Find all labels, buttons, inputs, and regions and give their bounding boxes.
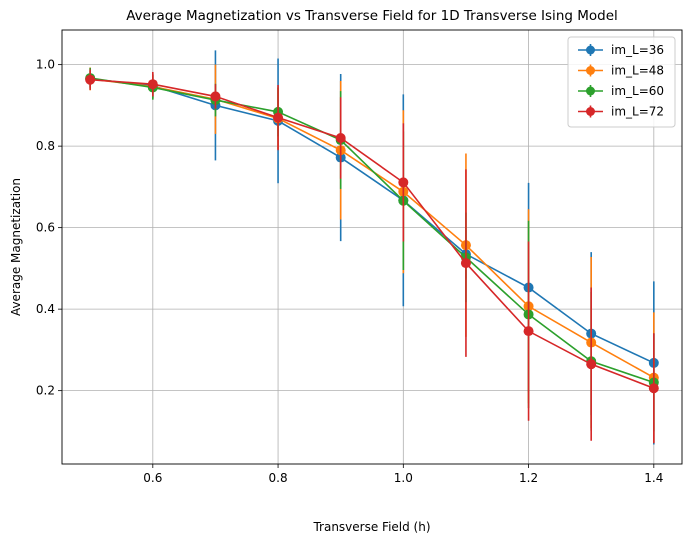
- legend-label: im_L=60: [611, 84, 664, 98]
- series-layer: [85, 50, 659, 445]
- x-tick-label: 1.0: [394, 471, 413, 485]
- data-point: [335, 132, 346, 143]
- legend-label: im_L=48: [611, 64, 664, 78]
- x-tick-label: 1.2: [519, 471, 538, 485]
- data-point: [398, 177, 409, 188]
- legend: im_L=36 im_L=48 im_L=60 im_L=72: [567, 36, 676, 128]
- x-tick-label: 0.6: [143, 471, 162, 485]
- y-tick-label: 0.6: [36, 221, 55, 235]
- data-point: [85, 74, 96, 85]
- ticks: 0.6 0.8 1.0 1.2 1.4 0.2 0.4 0.6 0.8 1.0: [36, 58, 663, 485]
- legend-swatch-marker: [586, 86, 595, 96]
- plot-frame: [61, 29, 683, 465]
- series-line: [90, 77, 655, 384]
- legend-swatch-marker: [586, 66, 595, 75]
- series-line: [90, 78, 655, 389]
- data-point: [147, 79, 158, 90]
- x-axis-label: Transverse Field (h): [312, 520, 430, 534]
- legend-entry: im_L=36: [578, 43, 664, 57]
- data-point: [273, 112, 284, 123]
- data-point: [210, 91, 221, 102]
- legend-swatch-marker: [586, 45, 595, 55]
- x-tick-label: 1.4: [644, 471, 663, 485]
- data-point: [460, 258, 471, 269]
- series-im_L=72: [85, 69, 659, 444]
- y-tick-label: 0.8: [36, 139, 55, 153]
- legend-swatch-marker: [586, 107, 595, 116]
- legend-entry: im_L=72: [578, 105, 664, 119]
- legend-entry: im_L=48: [578, 64, 664, 78]
- data-point: [648, 383, 659, 394]
- x-tick-label: 0.8: [269, 471, 288, 485]
- y-tick-label: 0.4: [36, 302, 55, 316]
- y-axis-label: Average Magnetization: [9, 178, 23, 316]
- legend-box: [567, 36, 676, 128]
- legend-entry: im_L=60: [578, 84, 664, 98]
- legend-label: im_L=72: [611, 105, 664, 119]
- y-tick-label: 0.2: [36, 384, 55, 398]
- data-point: [523, 326, 534, 337]
- y-tick-label: 1.0: [36, 58, 55, 72]
- data-point: [586, 359, 597, 370]
- legend-label: im_L=36: [611, 43, 664, 57]
- chart-title: Average Magnetization vs Transverse Fiel…: [126, 8, 618, 24]
- series-line: [90, 78, 655, 364]
